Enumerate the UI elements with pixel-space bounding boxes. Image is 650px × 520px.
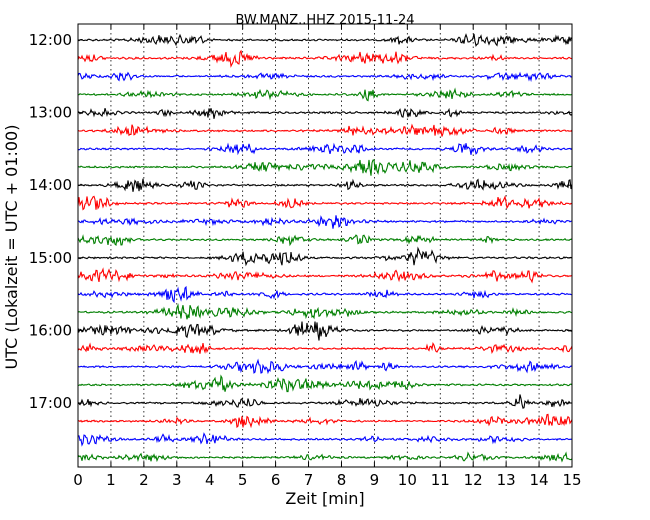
trace-1200 — [77, 33, 573, 47]
x-tick-label: 10 — [398, 471, 417, 489]
trace-1230 — [77, 71, 573, 83]
plot-frame — [77, 23, 573, 468]
x-axis: 0 1 2 3 4 5 6 7 8 9 10 11 12 13 14 15 — [73, 24, 582, 489]
y-tick-label: 16:00 — [29, 321, 72, 339]
x-tick-label: 6 — [271, 471, 281, 489]
trace-1430 — [77, 215, 573, 229]
y-tick-label: 13:00 — [29, 104, 72, 122]
trace-1330 — [77, 142, 573, 156]
x-tick-label: 2 — [139, 471, 149, 489]
x-tick-label: 5 — [238, 471, 248, 489]
x-tick-label: 11 — [431, 471, 450, 489]
y-tick-label: 15:00 — [29, 249, 72, 267]
trace-1645 — [77, 374, 573, 393]
x-tick-label: 1 — [106, 471, 116, 489]
x-tick-label: 0 — [73, 471, 83, 489]
y-tick-label: 17:00 — [29, 394, 72, 412]
trace-1745 — [77, 451, 573, 463]
trace-1500 — [77, 246, 573, 267]
trace-1345 — [77, 159, 573, 176]
trace-1530 — [77, 285, 573, 304]
trace-1515 — [77, 267, 573, 284]
trace-1445 — [77, 234, 573, 247]
chart-title: BW.MANZ..HHZ 2015-11-24 — [235, 13, 414, 28]
y-tick-label: 14:00 — [29, 176, 72, 194]
trace-1715 — [77, 413, 573, 429]
trace-1630 — [77, 358, 573, 375]
x-tick-label: 12 — [464, 471, 483, 489]
trace-1300 — [77, 107, 573, 119]
y-tick-label: 12:00 — [29, 31, 72, 49]
x-tick-label: 4 — [205, 471, 215, 489]
trace-1315 — [77, 123, 573, 137]
y-axis: 12:00 13:00 14:00 15:00 16:00 17:00 — [29, 31, 572, 412]
trace-1700 — [77, 394, 573, 409]
x-tick-label: 7 — [304, 471, 314, 489]
y-axis-label: UTC (Lokalzeit = UTC + 01:00) — [2, 125, 21, 370]
x-tick-label: 3 — [172, 471, 182, 489]
trace-1600 — [77, 321, 573, 341]
trace-1400 — [77, 178, 573, 192]
grid-lines — [110, 24, 540, 467]
trace-1615 — [77, 341, 573, 354]
x-axis-label: Zeit [min] — [285, 489, 364, 508]
trace-1245 — [77, 87, 573, 102]
trace-1215 — [77, 49, 573, 68]
trace-1545 — [77, 303, 573, 320]
seismic-traces — [77, 33, 573, 463]
trace-1730 — [77, 432, 573, 447]
x-tick-label: 8 — [337, 471, 347, 489]
x-tick-label: 9 — [370, 471, 380, 489]
x-tick-label: 14 — [530, 471, 549, 489]
x-tick-label: 13 — [497, 471, 516, 489]
trace-1415 — [77, 195, 573, 211]
x-tick-label: 15 — [562, 471, 581, 489]
